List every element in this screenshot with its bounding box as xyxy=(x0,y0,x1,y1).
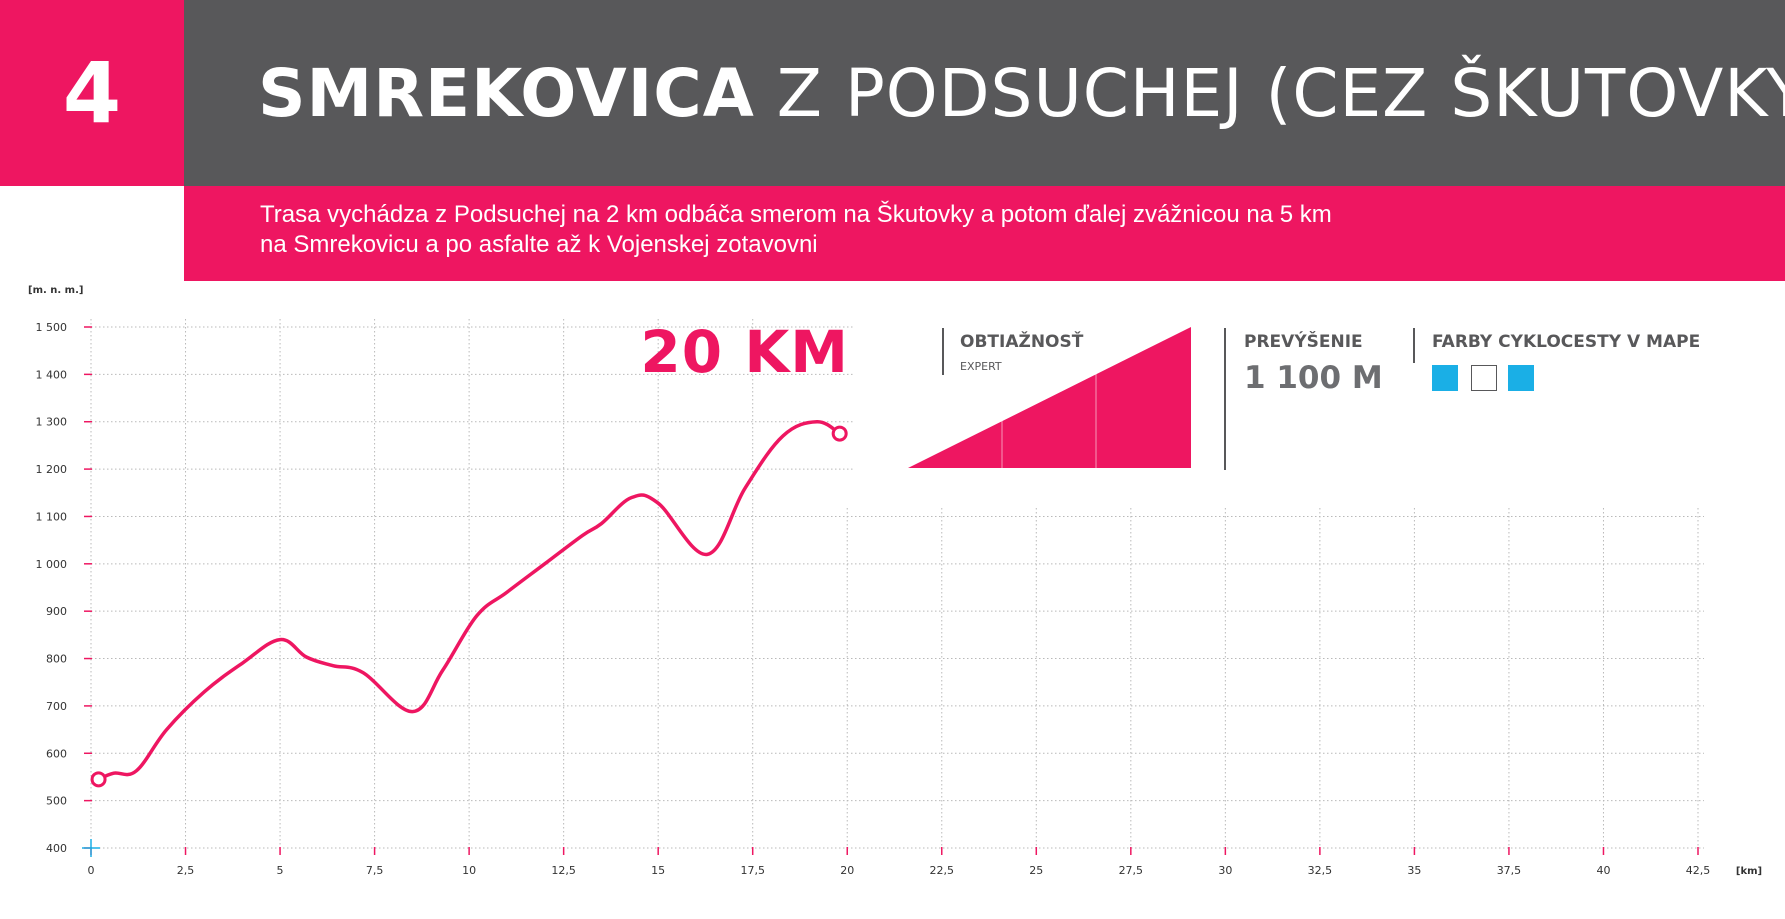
x-tick-label: 42,5 xyxy=(1686,864,1711,877)
elevation-line xyxy=(96,419,842,782)
y-tick-label: 1 500 xyxy=(36,321,68,334)
difficulty-wedge xyxy=(908,327,1191,468)
description-line-2: na Smrekovicu a po asfalte až k Vojenske… xyxy=(260,231,818,258)
y-tick-label: 600 xyxy=(46,747,67,760)
distance-label: 20 KM xyxy=(640,318,849,386)
y-tick-label: 1 300 xyxy=(36,416,68,429)
x-tick-label: 37,5 xyxy=(1497,864,1522,877)
x-tick-label: 2,5 xyxy=(177,864,195,877)
x-tick-label: 40 xyxy=(1596,864,1610,877)
x-tick-label: 10 xyxy=(462,864,476,877)
elevation-value: 1 100 M xyxy=(1244,360,1383,396)
y-axis-label: [m. n. m.] xyxy=(28,285,83,296)
y-tick-label: 900 xyxy=(46,605,67,618)
route-number-badge: 4 xyxy=(0,0,184,186)
elevation-divider xyxy=(1224,328,1226,470)
y-tick-label: 800 xyxy=(46,653,67,666)
y-tick-label: 400 xyxy=(46,842,67,855)
difficulty-value: EXPERT xyxy=(960,360,1002,373)
route-description: Trasa vychádza z Podsuchej na 2 km odbáč… xyxy=(260,200,1560,260)
y-tick-label: 1 400 xyxy=(36,368,68,381)
y-tick-label: 1 200 xyxy=(36,463,68,476)
elevation-label: PREVÝŠENIE xyxy=(1244,332,1363,352)
x-tick-label: 22,5 xyxy=(930,864,955,877)
x-tick-label: 25 xyxy=(1029,864,1043,877)
colors-divider xyxy=(1413,328,1415,363)
x-tick-label: 5 xyxy=(277,864,284,877)
y-tick-label: 1 000 xyxy=(36,558,68,571)
route-title-main: SMREKOVICA xyxy=(258,54,755,132)
trail-colors-label: FARBY CYKLOCESTY V MAPE xyxy=(1432,332,1701,352)
y-tick-label: 500 xyxy=(46,795,67,808)
trail-color-swatch xyxy=(1432,365,1458,391)
endpoint-marker xyxy=(90,771,107,788)
x-tick-label: 0 xyxy=(88,864,95,877)
difficulty-label: OBTIAŽNOSŤ xyxy=(960,332,1084,352)
trail-color-swatch xyxy=(1471,365,1497,391)
chart-grid xyxy=(90,319,1704,849)
x-tick-label: 7,5 xyxy=(366,864,384,877)
x-tick-label: 32,5 xyxy=(1308,864,1333,877)
route-title: SMREKOVICA Z PODSUCHEJ (CEZ ŠKUTOVKY) xyxy=(258,55,1785,132)
x-tick-label: 12,5 xyxy=(551,864,576,877)
y-tick-label: 700 xyxy=(46,700,67,713)
y-tick-label: 1 100 xyxy=(36,510,68,523)
x-tick-label: 30 xyxy=(1218,864,1232,877)
x-tick-label: 27,5 xyxy=(1119,864,1144,877)
description-bar: Trasa vychádza z Podsuchej na 2 km odbáč… xyxy=(184,186,1785,281)
x-tick-label: 17,5 xyxy=(740,864,765,877)
x-tick-label: 35 xyxy=(1407,864,1421,877)
x-tick-label: 20 xyxy=(840,864,854,877)
title-bar: SMREKOVICA Z PODSUCHEJ (CEZ ŠKUTOVKY) xyxy=(184,0,1785,186)
x-tick-label: 15 xyxy=(651,864,665,877)
endpoint-markers xyxy=(90,425,848,788)
trail-color-swatch xyxy=(1508,365,1534,391)
route-title-rest: Z PODSUCHEJ (CEZ ŠKUTOVKY) xyxy=(776,54,1785,132)
description-line-1: Trasa vychádza z Podsuchej na 2 km odbáč… xyxy=(260,201,1332,228)
x-axis-label: [km] xyxy=(1736,866,1762,877)
route-number: 4 xyxy=(62,44,122,142)
endpoint-marker xyxy=(831,425,848,442)
difficulty-divider xyxy=(942,328,944,375)
